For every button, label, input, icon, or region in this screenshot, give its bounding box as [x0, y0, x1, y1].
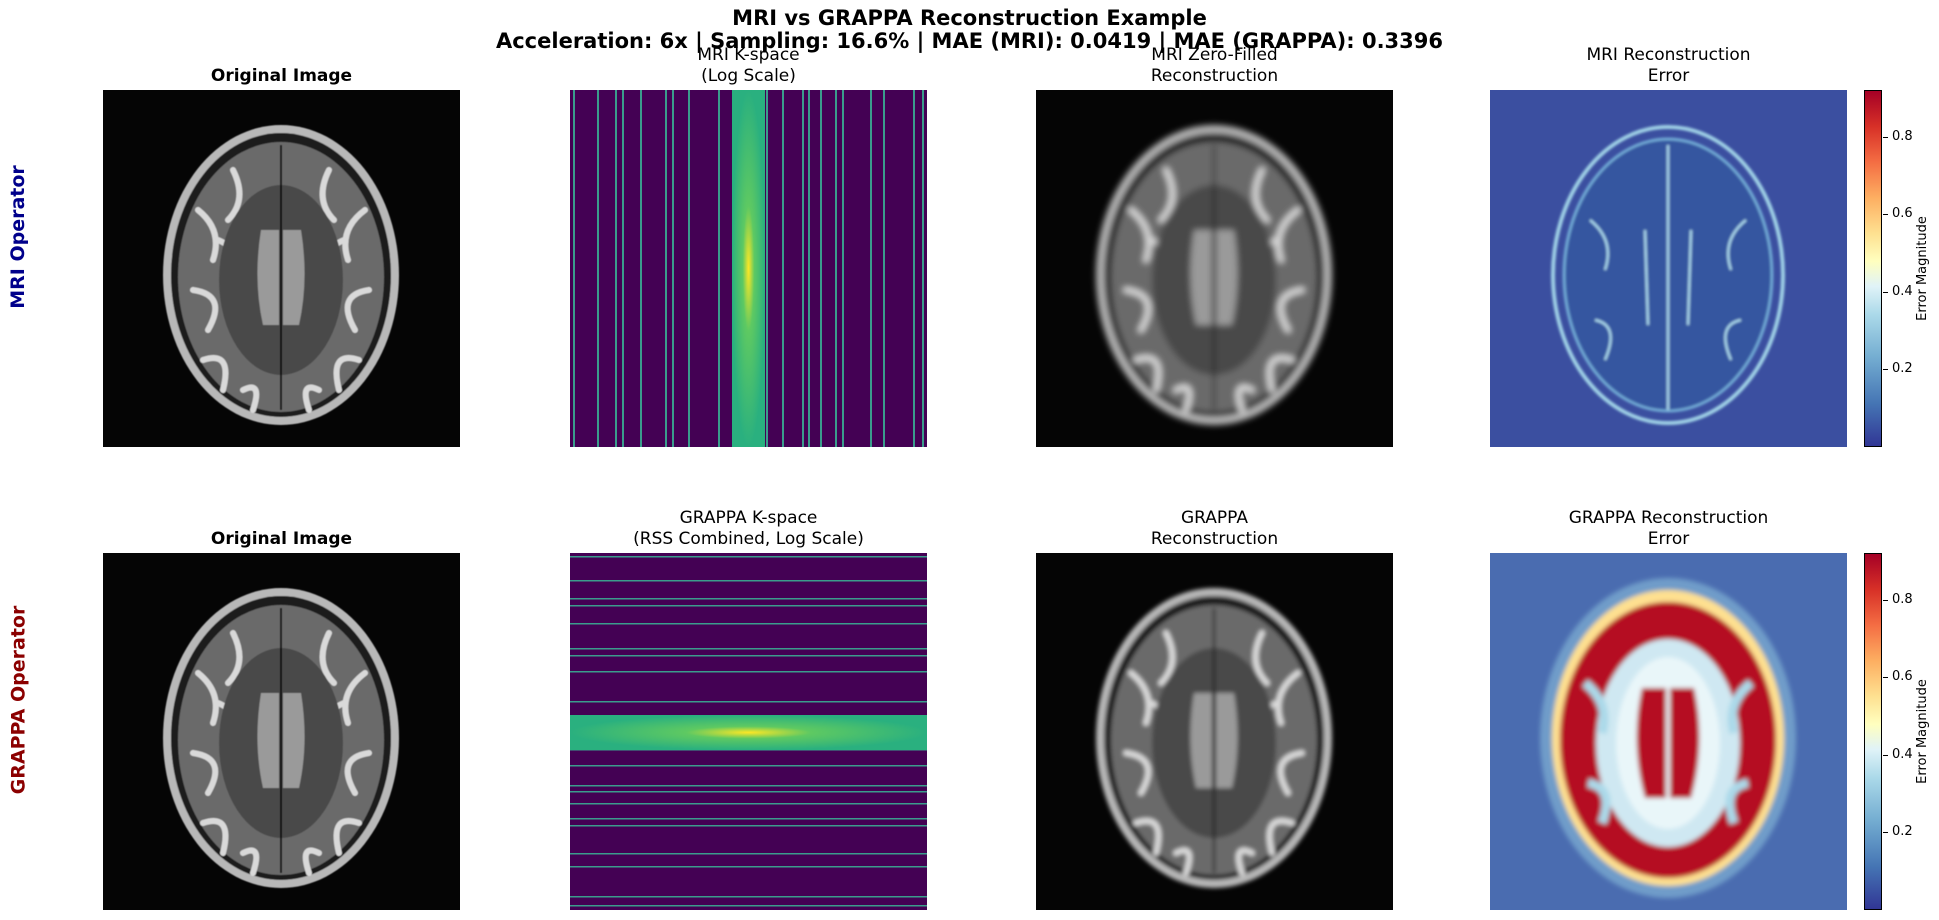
panel-title: MRI Zero-Filled Reconstruction — [995, 45, 1435, 87]
colorbar-tick-label: 0.6 — [1883, 206, 1913, 222]
image-panel-brain-blurred — [1036, 90, 1393, 447]
panel-title-line: GRAPPA Reconstruction — [1568, 508, 1769, 528]
figure-title: MRI vs GRAPPA Reconstruction Example — [732, 6, 1207, 30]
image-panel-brain-original — [103, 90, 460, 447]
panel-title: GRAPPA Reconstruction Error — [1449, 508, 1889, 550]
kspace-vertical-image — [570, 90, 927, 447]
panel-title-line: Original Image — [210, 529, 353, 549]
colorbar-tick-label: 0.6 — [1883, 669, 1913, 685]
panel-title: Original Image — [62, 66, 502, 87]
image-panel-kspace-vertical — [570, 90, 927, 447]
panel-title: MRI Reconstruction Error — [1449, 45, 1889, 87]
panel-title-line: GRAPPA — [1181, 508, 1248, 528]
image-panel-kspace-horizontal — [570, 553, 927, 910]
colorbar-tick-label: 0.2 — [1883, 361, 1913, 377]
panel-title-line: Error — [1647, 529, 1690, 549]
row-label: MRI Operator — [6, 164, 29, 309]
colorbar-label: Error Magnitude — [1914, 679, 1930, 784]
panel-title-line: Original Image — [210, 66, 353, 86]
error-colorbar — [1864, 553, 1882, 910]
colorbar-tick-label: 0.8 — [1883, 591, 1913, 607]
panel-title: MRI K-space (Log Scale) — [529, 45, 969, 87]
panel-title: Original Image — [62, 529, 502, 550]
colorbar-label: Error Magnitude — [1914, 216, 1930, 321]
figure-subtitle: Acceleration: 6x | Sampling: 16.6% | MAE… — [495, 29, 1443, 53]
panel-title-line: Reconstruction — [1150, 66, 1279, 86]
colorbar-tick-label: 0.2 — [1883, 824, 1913, 840]
panel-title-line: Reconstruction — [1150, 529, 1279, 549]
brain-original-image — [103, 90, 460, 447]
image-panel-error-low — [1490, 90, 1847, 447]
row-label: GRAPPA Operator — [6, 605, 29, 794]
panel-title: GRAPPA Reconstruction — [995, 508, 1435, 550]
error-low-image — [1490, 90, 1847, 447]
colorbar-tick-label: 0.4 — [1883, 283, 1913, 299]
kspace-horizontal-image — [570, 553, 927, 910]
panel-title-line: GRAPPA K-space — [679, 508, 818, 528]
image-panel-error-high — [1490, 553, 1847, 910]
image-panel-brain-smooth — [1036, 553, 1393, 910]
panel-title-line: (RSS Combined, Log Scale) — [633, 529, 864, 549]
panel-title-line: MRI Zero-Filled — [1151, 45, 1278, 65]
panel-title-line: MRI Reconstruction — [1586, 45, 1751, 65]
panel-title: GRAPPA K-space (RSS Combined, Log Scale) — [529, 508, 969, 550]
panel-title-line: Error — [1647, 66, 1690, 86]
image-panel-brain-original — [103, 553, 460, 910]
panel-title-line: MRI K-space — [697, 45, 800, 65]
error-colorbar — [1864, 90, 1882, 447]
error-high-image — [1490, 553, 1847, 910]
brain-blurred-image — [1036, 90, 1393, 447]
colorbar-tick-label: 0.4 — [1883, 746, 1913, 762]
brain-smooth-image — [1036, 553, 1393, 910]
panel-title-line: (Log Scale) — [701, 66, 796, 86]
colorbar-tick-label: 0.8 — [1883, 128, 1913, 144]
brain-original-image — [103, 553, 460, 910]
